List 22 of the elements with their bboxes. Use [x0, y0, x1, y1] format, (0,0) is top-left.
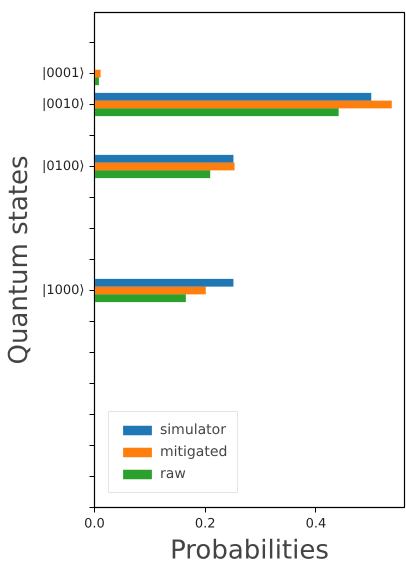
bar	[94, 108, 339, 116]
bar	[94, 294, 186, 302]
y-tick-label: |0100⟩	[42, 159, 85, 174]
bar	[94, 154, 234, 163]
y-tick-label: |0001⟩	[42, 66, 85, 82]
legend-label: simulator	[160, 422, 226, 438]
y-tick-label: |1000⟩	[42, 283, 85, 298]
y-axis-title: Quantum states	[4, 155, 34, 365]
bar	[94, 92, 372, 101]
y-tick-label: |0010⟩	[42, 97, 85, 112]
x-tick-label: 0.4	[306, 516, 326, 532]
bar	[94, 162, 235, 170]
bar	[94, 286, 206, 294]
x-axis-title: Probabilities	[170, 536, 329, 566]
bar	[94, 100, 392, 108]
bar	[94, 70, 101, 78]
legend-label: raw	[160, 466, 186, 482]
x-tick-label: 0.2	[194, 516, 216, 532]
x-tick-label: 0.0	[84, 516, 105, 532]
bar	[94, 278, 234, 287]
legend-label: mitigated	[160, 444, 228, 460]
bar	[94, 170, 210, 178]
